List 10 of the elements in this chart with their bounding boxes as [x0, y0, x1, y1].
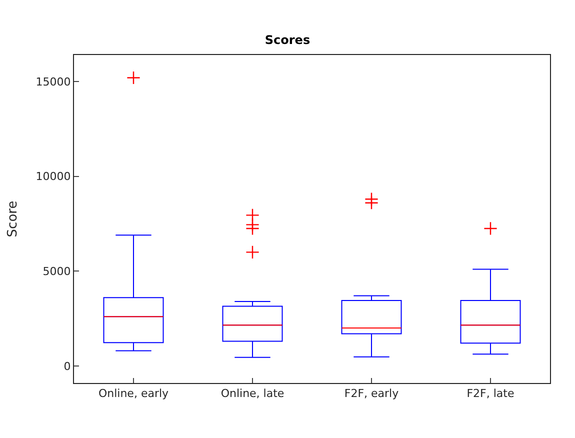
chart-title: Scores — [264, 32, 310, 47]
y-axis-title: Score — [6, 200, 21, 238]
y-tick-label: 5000 — [42, 264, 71, 278]
x-tick-label: F2F, late — [466, 387, 514, 400]
y-tick-label: 10000 — [36, 170, 71, 184]
y-tick-label: 0 — [64, 360, 71, 373]
x-tick-label: Online, late — [220, 387, 284, 400]
x-tick-label: F2F, early — [344, 387, 400, 400]
y-tick-label: 15000 — [36, 75, 71, 88]
x-tick-label: Online, early — [98, 387, 170, 400]
